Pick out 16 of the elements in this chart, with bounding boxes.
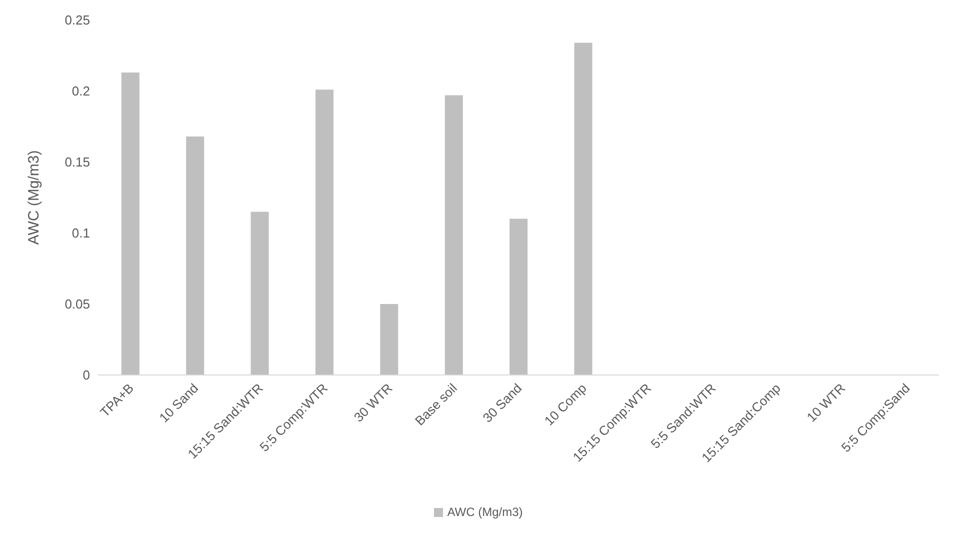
y-tick-label: 0.2 bbox=[72, 84, 90, 99]
bar bbox=[315, 90, 334, 375]
y-tick-label: 0.25 bbox=[64, 12, 90, 28]
bar bbox=[186, 136, 204, 375]
y-tick-label: 0.05 bbox=[64, 296, 90, 312]
y-tick-label: 0.1 bbox=[72, 226, 90, 241]
bar bbox=[510, 218, 528, 375]
bar bbox=[380, 304, 398, 375]
legend-label: AWC (Mg/m3) bbox=[447, 505, 523, 519]
y-tick-label: 0 bbox=[82, 368, 90, 383]
bar bbox=[250, 212, 269, 375]
bar bbox=[444, 95, 463, 375]
bar bbox=[121, 72, 140, 375]
bar bbox=[574, 42, 592, 375]
y-axis-title: AWC (Mg/m3) bbox=[25, 150, 42, 245]
y-tick-label: 0.15 bbox=[64, 154, 90, 170]
